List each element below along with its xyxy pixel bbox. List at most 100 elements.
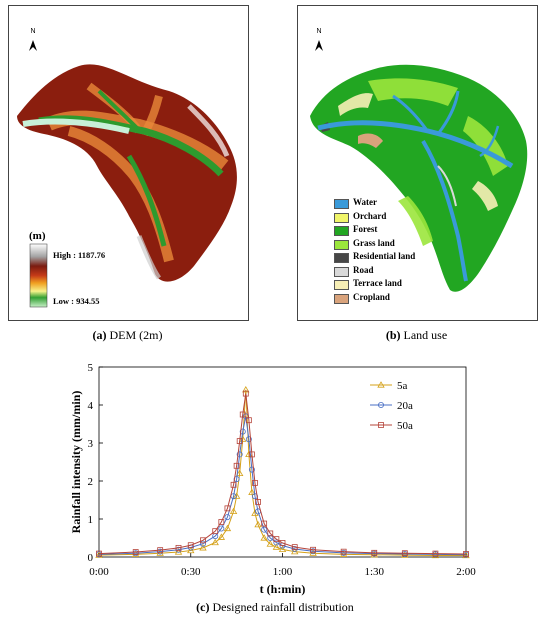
data-point-5a <box>248 488 256 495</box>
caption-c-text: Designed rainfall distribution <box>209 600 354 614</box>
data-point-5a <box>272 543 281 550</box>
y-tick-label: 0 <box>88 552 94 564</box>
legend-label: Road <box>353 264 374 275</box>
data-point-5a <box>229 507 238 514</box>
data-point-50a <box>279 540 286 546</box>
data-point-50a <box>252 480 258 486</box>
data-point-50a <box>224 505 231 512</box>
data-point-50a <box>310 546 316 553</box>
data-point-5a <box>251 509 259 516</box>
data-point-5a <box>199 544 207 551</box>
data-point-5a <box>232 492 241 499</box>
data-point-5a <box>431 551 440 559</box>
y-tick-label: 2 <box>88 476 94 488</box>
data-point-20a <box>199 540 206 547</box>
data-point-20a <box>267 534 274 541</box>
data-point-5a <box>266 540 274 547</box>
data-point-5a <box>235 469 244 476</box>
landuse-map-panel: N Water Orchard Forest Grass land Residentia… <box>297 5 538 321</box>
data-point-50a <box>463 551 469 557</box>
data-point-50a <box>249 451 255 458</box>
north-label: N <box>316 28 322 35</box>
data-point-20a <box>261 526 268 533</box>
north-arrow-icon <box>315 40 323 51</box>
data-point-50a <box>187 542 194 549</box>
data-point-50a <box>242 390 249 397</box>
data-point-5a <box>223 524 232 532</box>
legend-label: Water <box>353 197 377 207</box>
data-point-20a <box>236 451 243 458</box>
caption-b-text: Land use <box>400 328 448 342</box>
data-point-50a <box>432 550 439 557</box>
legend-marker-50a <box>378 422 384 428</box>
data-point-20a <box>273 539 280 546</box>
x-tick-label: 1:30 <box>364 566 384 578</box>
data-point-50a <box>371 549 378 556</box>
dem-legend-low: Low : 934.55 <box>53 296 100 306</box>
y-tick-label: 1 <box>88 514 94 526</box>
data-point-50a <box>291 544 298 551</box>
caption-a-label: (a) <box>92 328 107 342</box>
legend-swatch <box>334 293 349 304</box>
north-label: N <box>30 28 36 35</box>
data-point-20a <box>248 466 255 473</box>
y-tick-label: 4 <box>88 400 94 412</box>
legend-label-5a: 5a <box>397 380 408 392</box>
data-point-50a <box>212 528 219 535</box>
legend-label: Orchard <box>353 210 387 221</box>
data-point-5a <box>242 385 250 393</box>
caption-b-label: (b) <box>385 328 401 342</box>
series-line-20a <box>98 416 467 556</box>
x-axis-label: t (h:min) <box>260 582 306 596</box>
data-point-50a <box>236 438 243 444</box>
legend-swatch <box>334 280 349 290</box>
series-line-5a <box>98 389 466 556</box>
caption-c: (c) Designed rainfall distribution <box>0 600 550 615</box>
caption-b: (b) Land use <box>297 328 536 343</box>
data-point-50a <box>340 548 347 555</box>
data-point-50a <box>132 549 139 555</box>
x-tick-label: 1:00 <box>273 566 293 578</box>
y-tick-label: 3 <box>88 438 94 450</box>
data-point-20a <box>239 428 246 435</box>
x-tick-label: 2:00 <box>456 566 476 578</box>
dem-legend-colorbar <box>29 243 48 308</box>
data-point-20a <box>218 525 225 532</box>
data-point-5a <box>401 551 409 558</box>
data-point-5a <box>260 534 268 541</box>
legend-label: Terrace land <box>353 278 402 288</box>
legend-swatch <box>334 226 349 236</box>
legend-swatch <box>334 199 349 209</box>
legend-swatch <box>334 266 349 277</box>
data-point-50a <box>96 550 102 557</box>
dem-map-panel: N (m) High : 1187.76 Low : 934.55 <box>8 5 249 321</box>
caption-a-text: DEM (2m) <box>106 328 163 342</box>
data-point-5a <box>254 520 262 528</box>
legend-swatch <box>334 253 349 263</box>
legend-label: Grass land <box>353 237 395 248</box>
data-point-50a <box>267 530 274 537</box>
data-point-50a <box>233 462 240 469</box>
landuse-map <box>310 40 528 292</box>
legend-label: Residential land <box>353 251 416 261</box>
data-point-50a <box>157 547 164 554</box>
legend-swatch <box>334 212 349 223</box>
data-point-50a <box>200 537 206 544</box>
data-point-5a <box>370 550 378 558</box>
legend-label-50a: 50a <box>397 420 413 432</box>
x-tick-label: 0:00 <box>89 566 109 578</box>
data-point-5a <box>278 545 287 552</box>
legend-marker-20a <box>377 402 384 409</box>
data-point-5a <box>132 550 140 557</box>
dem-map <box>17 40 237 308</box>
data-point-5a <box>217 533 226 540</box>
legend-label-20a: 20a <box>397 400 413 412</box>
x-tick-label: 0:30 <box>181 566 201 578</box>
rainfall-chart: 0 1 2 3 4 5 0:00 0:30 1:00 1:30 2:00 t (h:min) Rainf… <box>69 362 476 596</box>
data-point-50a <box>218 519 225 525</box>
dem-legend-high: High : 1187.76 <box>53 250 106 260</box>
legend-marker-5a <box>377 381 385 388</box>
data-point-50a <box>175 544 182 551</box>
legend-label: Forest <box>353 224 378 234</box>
caption-a: (a) DEM (2m) <box>8 328 247 343</box>
